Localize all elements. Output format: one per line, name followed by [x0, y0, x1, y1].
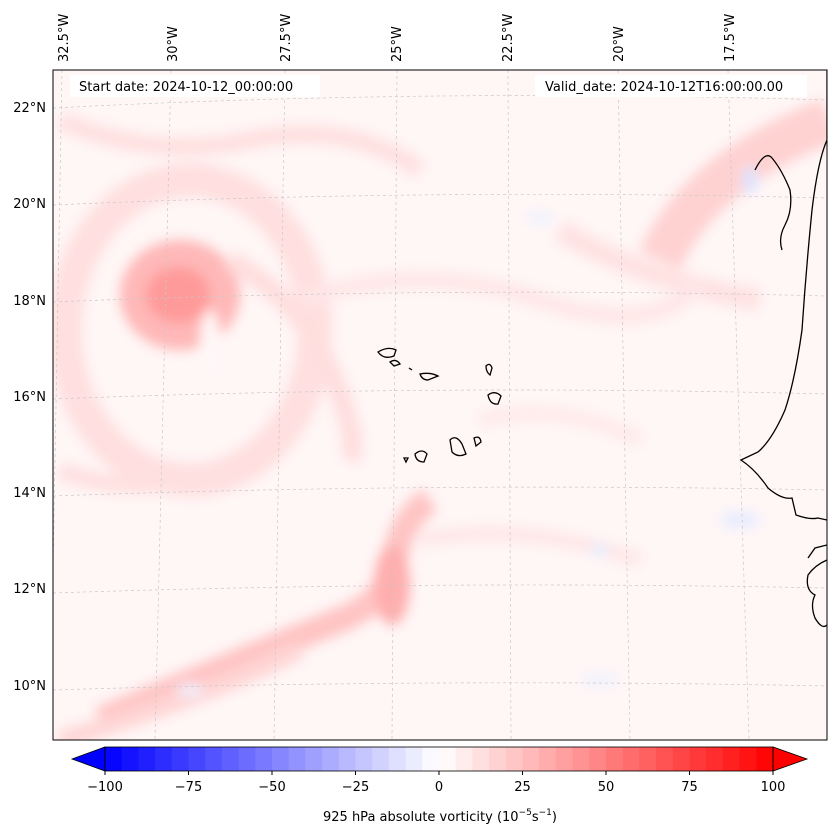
lon-label: 25°W [390, 26, 405, 62]
colorbar-segment [672, 747, 690, 771]
colorbar-tick-label: 75 [681, 780, 698, 795]
colorbar-segment [138, 747, 156, 771]
lat-label: 18°N [13, 294, 46, 309]
lat-label: 16°N [13, 390, 46, 405]
colorbar-segment [188, 747, 206, 771]
colorbar-segment [105, 747, 123, 771]
colorbar-segment [756, 747, 774, 771]
colorbar-segment [639, 747, 657, 771]
colorbar-extend-max [772, 746, 809, 772]
lon-label: 20°W [612, 26, 627, 62]
colorbar-segment [455, 747, 473, 771]
lat-label: 20°N [13, 197, 46, 212]
colorbar-segment [255, 747, 273, 771]
vortex-core-inner [146, 267, 210, 323]
colorbar: −100 −75 −50 −25 0 25 50 75 100 [70, 746, 809, 795]
colorbar-tick-label: 50 [598, 780, 615, 795]
colorbar-segment [722, 747, 741, 771]
colorbar-segment [689, 747, 707, 771]
lon-label: 22.5°W [501, 14, 516, 62]
colorbar-tick-label: 100 [761, 780, 786, 795]
colorbar-segment [372, 747, 390, 771]
colorbar-title: 925 hPa absolute vorticity (10−5s−1) [323, 808, 557, 825]
valid-date-box [535, 75, 807, 97]
colorbar-segment [739, 747, 757, 771]
colorbar-segment [539, 747, 557, 771]
vorticity-field [53, 99, 827, 740]
map-frame [52, 69, 828, 741]
coastline [377, 70, 827, 628]
colorbar-segment [171, 747, 189, 771]
colorbar-segment [155, 747, 173, 771]
start-date-box [70, 75, 320, 97]
colorbar-segment [305, 747, 323, 771]
lat-label: 10°N [13, 679, 46, 694]
colorbar-tick-label: 25 [514, 780, 531, 795]
lat-label: 12°N [13, 582, 46, 597]
vorticity-filament [94, 489, 438, 732]
colorbar-segment [572, 747, 590, 771]
colorbar-segment [439, 747, 457, 771]
colorbar-segment [205, 747, 223, 771]
colorbar-segment [606, 747, 624, 771]
longitude-labels: 32.5°W 30°W 27.5°W 25°W 22.5°W 20°W 17.5… [57, 14, 738, 62]
lon-label: 17.5°W [723, 14, 738, 62]
colorbar-segment [622, 747, 640, 771]
colorbar-segment [338, 747, 356, 771]
africa-coast [739, 70, 827, 521]
colorbar-segment [522, 747, 540, 771]
colorbar-tick-label: −75 [175, 780, 202, 795]
colorbar-tick-label: −50 [258, 780, 285, 795]
colorbar-segment [121, 747, 139, 771]
lon-label: 27.5°W [279, 14, 294, 62]
lat-label: 22°N [13, 101, 46, 116]
colorbar-segment [405, 747, 423, 771]
vorticity-band-ne [639, 99, 827, 270]
colorbar-tick-label: 0 [435, 780, 443, 795]
lat-label: 14°N [13, 486, 46, 501]
lon-label: 30°W [166, 26, 181, 62]
map-panel[interactable] [50, 69, 830, 741]
colorbar-segment [505, 747, 523, 771]
colorbar-segment [238, 747, 256, 771]
colorbar-segment [355, 747, 373, 771]
colorbar-segment [288, 747, 306, 771]
colorbar-tick-label: −25 [342, 780, 369, 795]
colorbar-tick-label: −100 [87, 780, 123, 795]
graticule [53, 70, 827, 740]
colorbar-segment [422, 747, 440, 771]
colorbar-segment [489, 747, 507, 771]
colorbar-extend-min [70, 746, 106, 772]
start-date-label: Start date: 2024-10-12_00:00:00 [79, 80, 293, 95]
latitude-labels: 22°N 20°N 18°N 16°N 14°N 12°N 10°N [13, 101, 46, 694]
colorbar-segment [388, 747, 407, 771]
colorbar-segment [656, 747, 674, 771]
colorbar-segment [221, 747, 240, 771]
colorbar-segment [322, 747, 340, 771]
island-santo-antao [377, 347, 397, 358]
filament-max [374, 545, 410, 625]
colorbar-segment [589, 747, 607, 771]
island-santiago [449, 437, 467, 457]
vortex-gap [200, 310, 220, 380]
colorbar-segment [472, 747, 490, 771]
colorbar-segment [706, 747, 724, 771]
colorbar-segment [272, 747, 290, 771]
lon-label: 32.5°W [57, 14, 72, 62]
valid-date-label: Valid_date: 2024-10-12T16:00:00.00 [545, 80, 783, 95]
colorbar-segment [555, 747, 574, 771]
